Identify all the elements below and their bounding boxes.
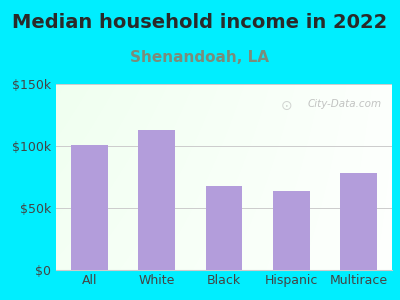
Text: Shenandoah, LA: Shenandoah, LA — [130, 50, 270, 64]
Text: City-Data.com: City-Data.com — [308, 99, 382, 109]
Bar — [71, 145, 108, 270]
Bar — [273, 190, 310, 270]
Bar — [138, 130, 175, 270]
Text: ⊙: ⊙ — [281, 99, 293, 113]
Bar — [206, 186, 242, 270]
Bar — [340, 173, 377, 270]
Text: Median household income in 2022: Median household income in 2022 — [12, 14, 388, 32]
